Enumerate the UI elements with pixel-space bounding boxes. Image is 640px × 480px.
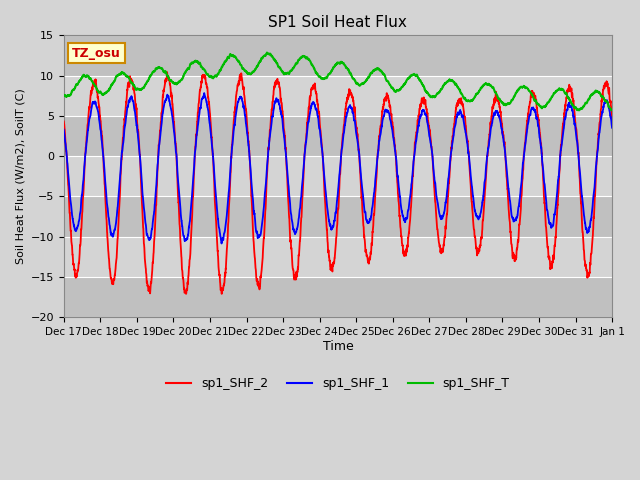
- Bar: [64, 196, 612, 237]
- sp1_SHF_T: [60, 93, 68, 98]
- sp1_SHF_T: [125, 75, 133, 81]
- Line: sp1_SHF_1: sp1_SHF_1: [64, 93, 612, 243]
- sp1_SHF_1: [230, 122, 238, 128]
- sp1_SHF_2: [163, 69, 171, 75]
- sp1_SHF_2: [125, 80, 133, 86]
- sp1_SHF_T: [230, 54, 238, 60]
- sp1_SHF_1: [439, 213, 447, 219]
- Bar: [64, 36, 612, 75]
- sp1_SHF_2: [484, 153, 492, 159]
- sp1_SHF_2: [60, 119, 68, 124]
- sp1_SHF_2: [439, 249, 447, 254]
- sp1_SHF_2: [95, 99, 102, 105]
- sp1_SHF_1: [218, 240, 225, 246]
- sp1_SHF_2: [230, 109, 238, 115]
- sp1_SHF_T: [95, 89, 102, 95]
- sp1_SHF_T: [126, 76, 134, 82]
- sp1_SHF_1: [126, 98, 134, 104]
- sp1_SHF_T: [439, 84, 447, 90]
- Bar: [64, 237, 612, 277]
- sp1_SHF_1: [200, 90, 208, 96]
- sp1_SHF_1: [608, 125, 616, 131]
- sp1_SHF_2: [608, 118, 616, 124]
- Bar: [64, 116, 612, 156]
- Bar: [64, 156, 612, 196]
- sp1_SHF_T: [483, 82, 491, 87]
- sp1_SHF_T: [263, 50, 271, 56]
- Text: TZ_osu: TZ_osu: [72, 47, 121, 60]
- sp1_SHF_1: [60, 127, 68, 132]
- sp1_SHF_1: [95, 110, 102, 116]
- Y-axis label: Soil Heat Flux (W/m2), SoilT (C): Soil Heat Flux (W/m2), SoilT (C): [15, 88, 25, 264]
- sp1_SHF_2: [126, 75, 134, 81]
- sp1_SHF_T: [608, 107, 616, 113]
- Bar: [64, 277, 612, 317]
- Line: sp1_SHF_T: sp1_SHF_T: [64, 53, 612, 110]
- Bar: [64, 75, 612, 116]
- sp1_SHF_1: [125, 97, 133, 103]
- Line: sp1_SHF_2: sp1_SHF_2: [64, 72, 612, 294]
- sp1_SHF_2: [218, 291, 225, 297]
- sp1_SHF_T: [575, 108, 583, 113]
- X-axis label: Time: Time: [323, 340, 353, 353]
- Title: SP1 Soil Heat Flux: SP1 Soil Heat Flux: [269, 15, 407, 30]
- Legend: sp1_SHF_2, sp1_SHF_1, sp1_SHF_T: sp1_SHF_2, sp1_SHF_1, sp1_SHF_T: [161, 372, 515, 396]
- sp1_SHF_1: [484, 151, 492, 157]
